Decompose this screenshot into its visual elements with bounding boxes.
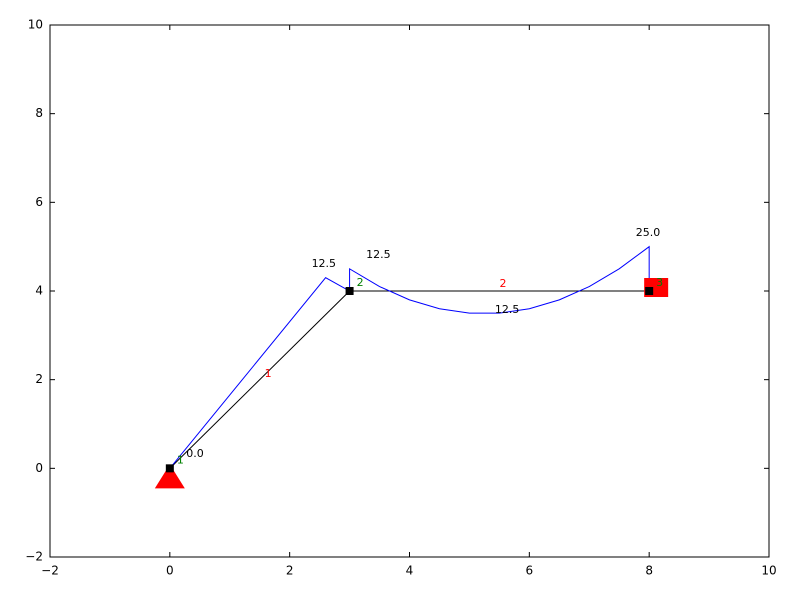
y-tick-label: 10 (28, 18, 43, 32)
moment-diagram (169, 245, 650, 469)
node (165, 464, 174, 473)
y-tick-label: 6 (35, 195, 43, 209)
x-tick-label: 8 (645, 564, 653, 578)
x-tick-label: 10 (761, 564, 776, 578)
plot-area: 1 2 1 2 3 0.0 12.5 12.5 12.5 25.0 (154, 226, 669, 489)
y-tick-label: 2 (35, 372, 43, 386)
moment-label: 12.5 (366, 248, 391, 261)
moment-label: 12.5 (495, 303, 520, 316)
node-label: 2 (357, 276, 364, 289)
x-tick-label: 6 (526, 564, 534, 578)
moment-label: 12.5 (312, 257, 337, 270)
node-label: 3 (656, 276, 663, 289)
y-tick-label: 0 (35, 461, 43, 475)
element (169, 290, 350, 469)
element-label: 1 (265, 367, 272, 380)
node (345, 287, 354, 295)
node (645, 287, 654, 295)
moment-label: 25.0 (636, 226, 661, 239)
x-tick-label: −2 (41, 564, 59, 578)
x-tick-label: 0 (166, 564, 174, 578)
y-tick-label: −2 (25, 550, 43, 564)
x-tick-label: 4 (406, 564, 414, 578)
pinned-support (154, 464, 185, 489)
x-tick-label: 2 (286, 564, 294, 578)
node-label: 1 (177, 453, 184, 466)
y-tick-label: 4 (35, 284, 43, 298)
y-tick-label: 8 (35, 106, 43, 120)
moment-label: 0.0 (186, 447, 204, 460)
element-label: 2 (499, 277, 506, 290)
